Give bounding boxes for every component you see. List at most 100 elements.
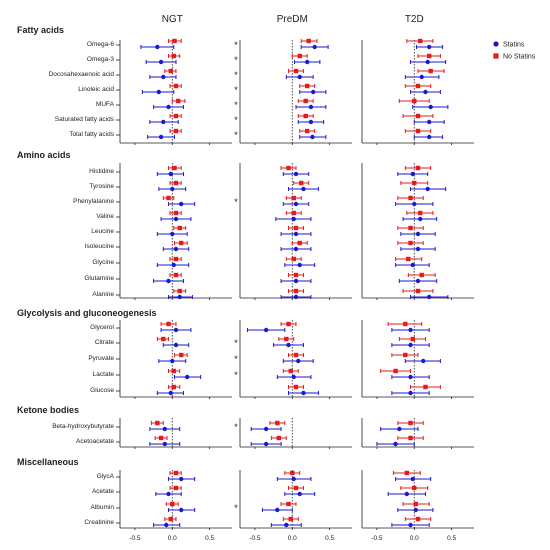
row-creatinine: Creatinine (84, 516, 432, 528)
point-no-statins (293, 384, 299, 390)
point-no-statins (428, 68, 433, 74)
row-label: Lactate (93, 371, 115, 378)
row-glucose: Glucose (90, 384, 441, 396)
point-statins (308, 104, 314, 110)
significance-star: * (234, 85, 238, 95)
point-statins (428, 104, 433, 110)
row-tyrosine: Tyrosine (89, 180, 447, 192)
point-statins (296, 358, 301, 364)
point-statins (155, 44, 160, 50)
row-phenylalanine: Phenylalanine * (73, 195, 434, 207)
point-no-statins (415, 128, 421, 134)
point-statins (410, 171, 415, 177)
point-statins (173, 246, 179, 252)
row-label: Total fatty acids (69, 131, 115, 138)
point-no-statins (415, 288, 421, 294)
point-no-statins (173, 180, 179, 186)
point-statins (291, 476, 296, 482)
point-no-statins (293, 352, 299, 358)
point-statins (408, 522, 413, 528)
point-no-statins (173, 485, 179, 491)
point-statins (423, 89, 428, 95)
point-no-statins (293, 68, 299, 74)
legend-label-no-statins: No Statins (503, 54, 536, 61)
point-no-statins (293, 272, 299, 278)
point-statins (162, 441, 167, 447)
point-statins (421, 358, 426, 364)
point-no-statins (408, 420, 413, 426)
point-no-statins (408, 435, 413, 441)
row-label: Valine (96, 213, 114, 220)
point-no-statins (297, 240, 302, 246)
significance-star: * (234, 70, 238, 80)
point-no-statins (177, 225, 182, 231)
point-no-statins (412, 485, 417, 491)
row-omega-6: Omega-6 * (87, 38, 444, 50)
x-tick-label: -0.5 (249, 535, 261, 542)
significance-star: * (234, 130, 238, 140)
x-tick-label: 0.0 (410, 535, 419, 542)
point-statins (263, 441, 269, 447)
point-no-statins (293, 225, 299, 231)
x-tick-label: 0.5 (325, 535, 334, 542)
row-albumin: Albumin * (91, 501, 434, 513)
x-tick-label: -0.5 (371, 535, 383, 542)
row-label: Glucose (90, 387, 114, 394)
point-no-statins (168, 516, 173, 522)
x-tick-label: -0.5 (129, 535, 141, 542)
point-no-statins (305, 83, 310, 89)
point-no-statins (173, 83, 179, 89)
point-statins (408, 390, 413, 396)
point-statins (393, 441, 398, 447)
point-statins (291, 216, 296, 222)
legend-marker-statins (493, 41, 499, 47)
point-no-statins (158, 435, 164, 441)
point-statins (397, 426, 402, 432)
row-glutamine: Glutamine (84, 272, 438, 284)
point-no-statins (166, 195, 171, 201)
point-no-statins (168, 68, 173, 74)
point-no-statins (423, 384, 428, 390)
point-statins (408, 374, 413, 380)
point-statins (410, 476, 415, 482)
point-no-statins (303, 113, 308, 119)
legend-marker-no-statins (493, 53, 499, 59)
point-no-statins (288, 516, 293, 522)
row-label: Docosahexaenoic acid (49, 71, 115, 78)
row-valine: Valine (96, 210, 438, 222)
point-no-statins (179, 240, 184, 246)
point-statins (263, 426, 269, 432)
point-statins (425, 186, 430, 192)
point-no-statins (155, 420, 160, 426)
row-histidine: Histidine (89, 165, 432, 177)
point-statins (170, 231, 175, 237)
row-leucine: Leucine (91, 225, 436, 237)
panel-header-t2d: T2D (405, 14, 424, 25)
point-no-statins (290, 470, 295, 476)
point-no-statins (406, 256, 411, 262)
row-label: Pyruvate (88, 355, 114, 362)
point-no-statins (303, 98, 308, 104)
point-statins (310, 134, 315, 140)
row-label: Omega-3 (87, 56, 114, 63)
point-statins (293, 171, 299, 177)
panel-header-predm: PreDM (277, 14, 308, 25)
point-statins (413, 507, 418, 513)
point-statins (427, 119, 432, 125)
point-statins (179, 476, 184, 482)
point-no-statins (161, 336, 166, 342)
point-statins (427, 44, 432, 50)
point-statins (168, 390, 173, 396)
point-no-statins (299, 180, 304, 186)
point-no-statins (176, 98, 181, 104)
point-no-statins (171, 368, 176, 374)
row-label: Creatinine (84, 519, 114, 526)
point-statins (168, 171, 173, 177)
point-statins (275, 507, 280, 513)
significance-star: * (234, 40, 238, 50)
point-statins (179, 201, 184, 207)
row-total-fatty-acids: Total fatty acids * (69, 128, 444, 140)
point-no-statins (410, 336, 415, 342)
point-statins (308, 119, 314, 125)
point-statins (291, 374, 296, 380)
